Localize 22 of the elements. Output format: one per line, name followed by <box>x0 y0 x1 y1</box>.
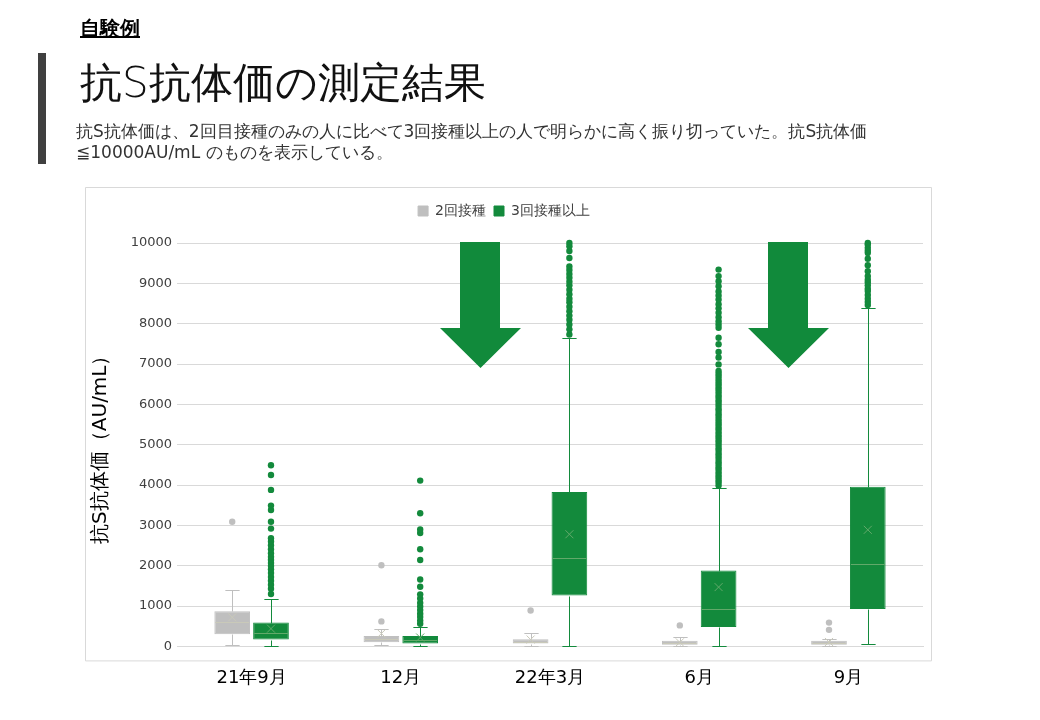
x-tick-label: 21年9月 <box>216 665 287 687</box>
y-tick-label: 8000 <box>138 315 172 331</box>
legend-label: 2回接種 <box>435 201 487 218</box>
y-tick-label: 10000 <box>130 234 172 250</box>
y-tick-label: 2000 <box>138 557 172 573</box>
chart-title: 抗S抗体価の測定結果 <box>80 58 486 108</box>
y-tick-label: 6000 <box>138 395 172 411</box>
x-tick-label: 12月 <box>380 665 422 687</box>
text: 自験例 <box>80 15 140 42</box>
y-tick-label: 0 <box>163 637 172 653</box>
y-tick-label: 1000 <box>138 597 172 613</box>
y-axis-title: 抗S抗体価（AU/mL） <box>87 345 112 544</box>
y-tick-label: 5000 <box>138 436 172 452</box>
y-tick-label: 4000 <box>138 476 172 492</box>
y-tick-label: 3000 <box>138 516 172 532</box>
y-tick-label: 9000 <box>138 274 172 290</box>
chart-subtitle: 抗S抗体価は、2回目接種のみの人に比べて3回接種以上の人で明らかに高く振り切っていた。抗S抗体価≦10000AU/mL のものを表示している。 <box>76 121 869 163</box>
x-tick-label: 9月 <box>833 665 864 687</box>
x-tick-label: 6月 <box>684 665 714 687</box>
x-tick-label: 22年3月 <box>514 665 586 687</box>
legend-label: 3回接種以上 <box>511 201 590 218</box>
y-tick-label: 7000 <box>138 355 172 371</box>
